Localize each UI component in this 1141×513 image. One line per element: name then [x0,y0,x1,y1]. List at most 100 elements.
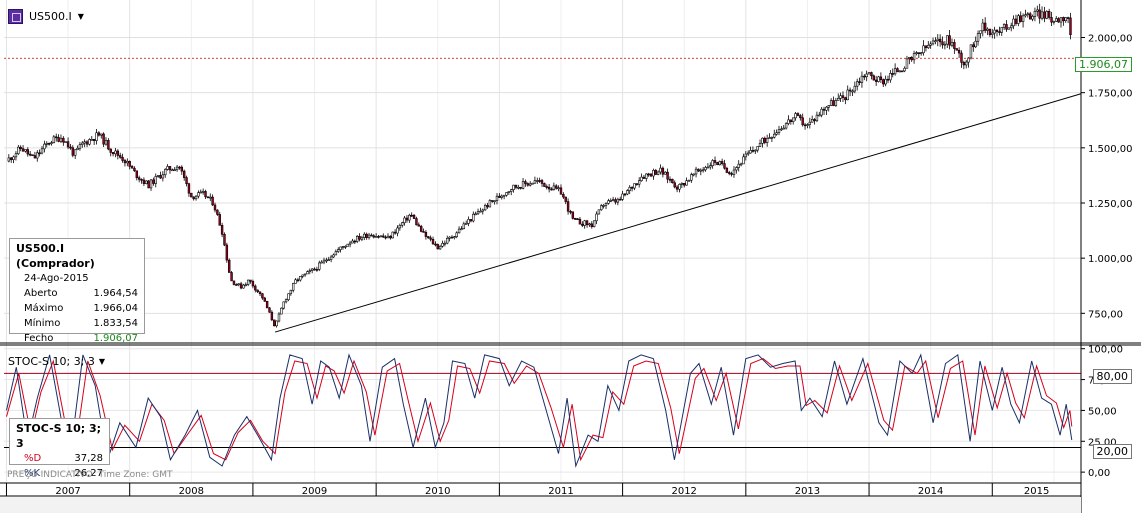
candle-body [524,181,527,184]
candle-body [192,196,195,200]
y-tick-label: 100,00 [1088,345,1123,356]
candle-body [806,124,809,126]
candle-body [787,119,790,124]
candle-body [197,192,200,197]
candle-body [647,173,650,176]
candle-body [76,147,79,151]
candle-body [1024,14,1027,17]
candle-body [595,213,598,222]
candle-body [543,183,546,187]
candle-body [268,307,271,313]
candle-body [955,48,958,51]
candle-body [194,195,198,200]
candle-body [1062,17,1065,22]
candle-body [666,171,669,180]
y-tick-label: 2.000,00 [1088,34,1133,45]
candle-body [410,214,413,217]
y-tick-label: 750,00 [1088,309,1123,320]
candle-body [697,168,700,172]
candle-body [521,181,525,189]
dropdown-caret-icon[interactable]: ▼ [77,11,84,21]
candle-body [583,220,586,226]
candle-body [334,251,338,256]
candle-body [310,268,314,271]
candle-body [728,172,731,174]
candle-body [483,205,487,211]
candle-body [815,114,819,122]
stoch-d-value: 37,28 [74,453,103,464]
candle-body [737,163,740,168]
candle-body [495,195,499,201]
candle-body [230,272,233,282]
candle-body [405,217,409,221]
candle-body [443,242,447,245]
x-tick-label: 2013 [795,486,820,497]
candle-body [329,256,333,260]
candle-body [640,176,643,181]
candle-body [325,259,328,262]
info-row-open: Aberto 1.964,54 [16,286,138,301]
candle-body [635,183,639,185]
level-tag-lower: 20,00 [1092,444,1132,459]
trendline[interactable] [274,93,1082,333]
candle-body [742,156,745,165]
candle-body [863,75,866,78]
candle-body [102,133,105,145]
x-tick-label: 2011 [548,486,573,497]
candle-body [768,137,771,139]
candle-body [576,218,579,221]
candle-body [969,44,973,59]
candle-body [637,180,641,185]
candle-body [81,142,84,145]
stoch-indicator-selector[interactable]: STOC-S 10; 3; 3 ▼ [8,355,105,368]
candle-body [1031,16,1034,20]
candle-body [659,167,662,173]
candle-body [52,136,56,143]
candle-body [389,235,392,239]
candle-body [448,236,451,239]
candle-body [256,289,259,293]
candle-body [547,186,551,190]
stoch-k-label: %K [24,468,41,479]
candle-body [656,171,660,175]
symbol-selector[interactable]: US500.I ▼ [8,7,84,25]
candle-body [884,78,887,85]
candle-body [211,196,214,206]
candle-body [47,143,51,145]
candle-body [220,225,224,235]
candle-body [339,246,342,250]
candle-body [372,235,375,238]
candle-body [934,40,937,42]
candle-body [685,180,688,186]
candle-body [201,191,205,193]
candle-body [936,38,939,41]
candle-body [1057,18,1060,23]
candle-body [915,52,918,54]
candle-body [614,199,617,203]
candlestick-series [7,3,1072,328]
grid [4,0,1081,482]
candle-body [948,35,951,46]
candle-body [761,137,764,144]
candle-body [839,95,842,99]
candle-body [574,218,577,220]
candle-body [322,259,326,263]
candle-body [462,223,466,229]
candle-body [130,166,134,169]
candle-body [173,169,176,172]
candle-body [455,232,458,237]
candle-body [680,182,684,185]
candle-body [763,137,766,143]
candle-body [474,213,477,216]
candle-body [62,137,65,143]
candle-body [246,279,250,285]
candle-body [1021,15,1025,22]
dropdown-caret-icon[interactable]: ▼ [98,357,106,366]
info-row-low: Mínimo 1.833,54 [16,316,138,331]
candle-body [730,173,733,175]
info-label: Mínimo [24,318,61,329]
candle-body [536,180,539,182]
y-tick-label: 25,00 [1088,437,1117,448]
candle-body [73,149,77,156]
